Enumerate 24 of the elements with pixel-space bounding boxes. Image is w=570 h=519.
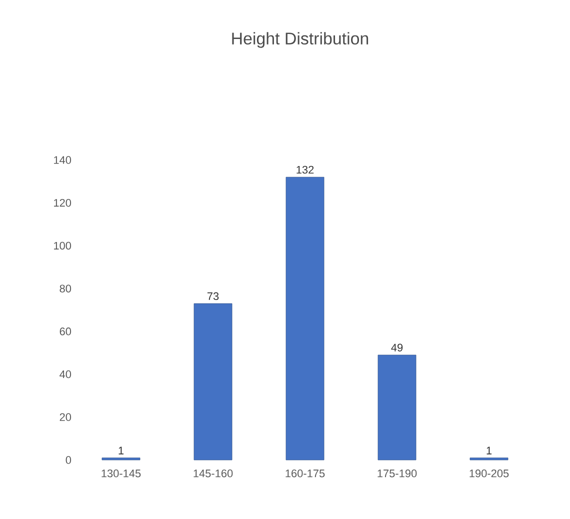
x-tick-label: 145-160 xyxy=(194,470,233,478)
x-tick-label: 160-175 xyxy=(286,470,325,478)
y-tick-label: 120 xyxy=(54,198,72,207)
bar xyxy=(470,458,508,460)
data-label: 1 xyxy=(486,446,492,454)
x-tick-label: 130-145 xyxy=(102,470,141,478)
y-tick-label: 60 xyxy=(60,328,72,336)
y-tick-label: 100 xyxy=(54,242,72,250)
y-tick-label: 80 xyxy=(60,284,72,292)
x-tick-label: 175-190 xyxy=(378,470,417,478)
bar xyxy=(194,303,232,460)
y-tick-label: 140 xyxy=(54,156,72,164)
y-tick-label: 40 xyxy=(60,370,72,378)
y-tick-label: 0 xyxy=(66,456,72,464)
data-label: 132 xyxy=(296,166,314,174)
bar xyxy=(286,176,324,460)
bar xyxy=(102,458,140,460)
y-tick-label: 20 xyxy=(60,413,72,422)
x-tick-label: 190-205 xyxy=(470,470,509,478)
data-label: 49 xyxy=(391,344,403,352)
data-label: 73 xyxy=(207,292,219,300)
bar xyxy=(378,354,416,460)
chart-title: Height Distribution xyxy=(232,32,368,48)
data-label: 1 xyxy=(118,446,124,454)
